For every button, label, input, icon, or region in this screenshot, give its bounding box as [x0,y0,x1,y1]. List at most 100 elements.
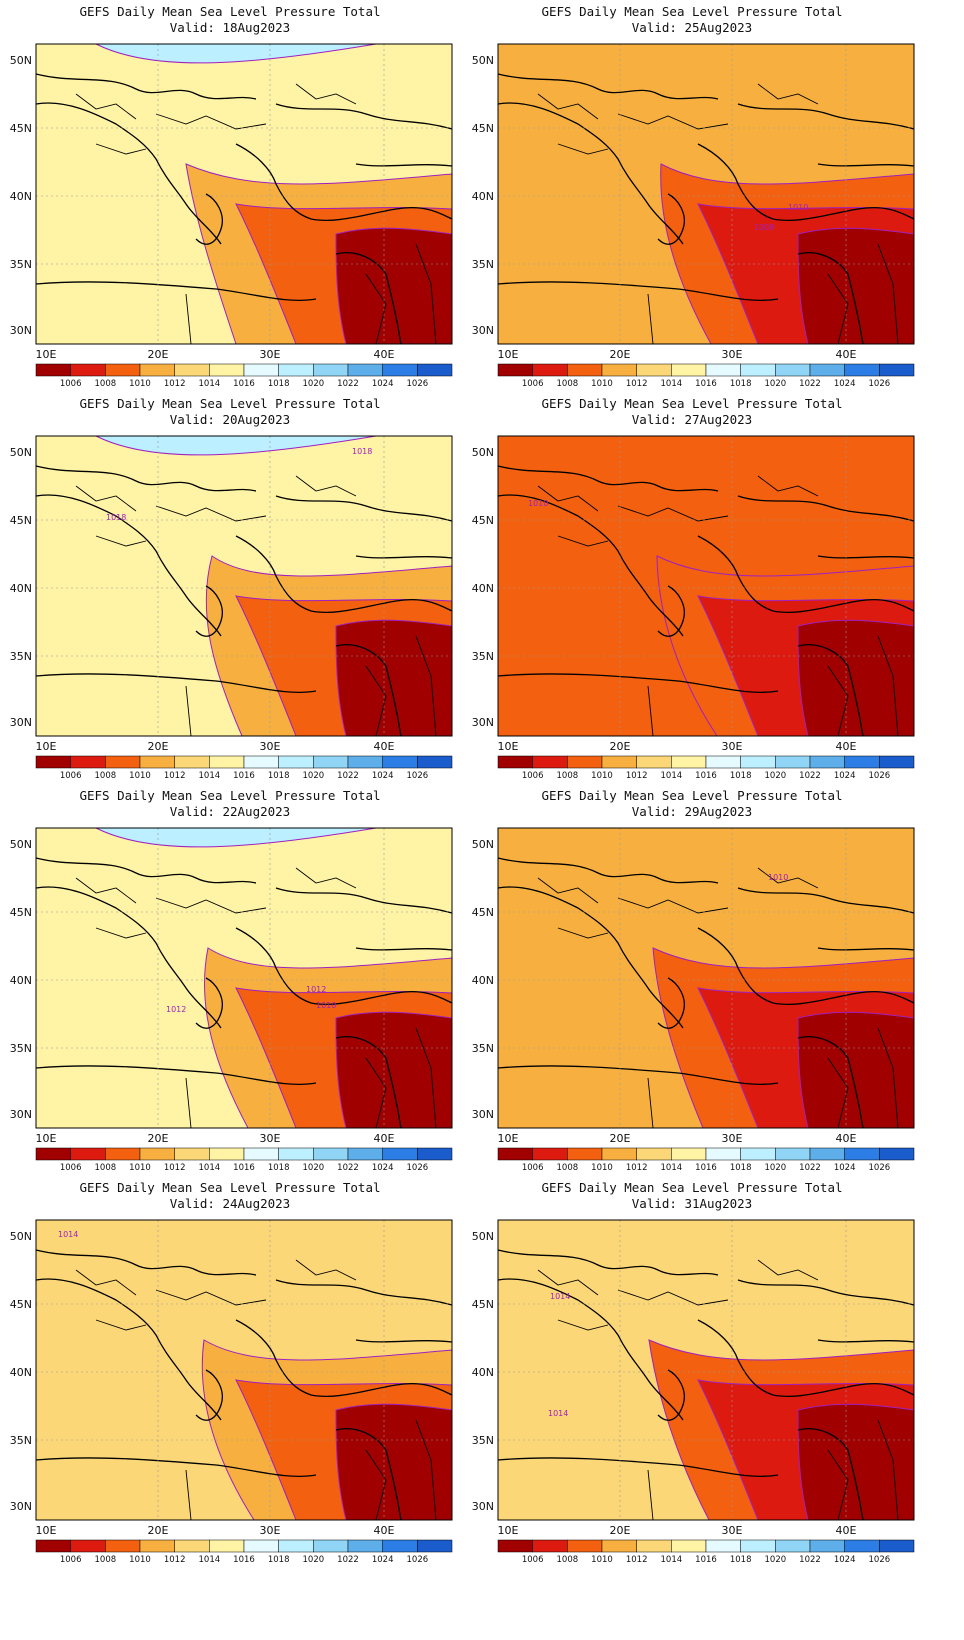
colorbar-swatch [879,363,915,377]
coastline [335,644,402,737]
country-border [155,113,267,130]
coastline [195,977,223,1029]
colorbar-label: 1010 [591,1163,613,1173]
colorbar-swatch [532,755,568,769]
latitude-label: 45N [10,906,32,919]
colorbar-label: 1012 [164,1555,186,1565]
longitude-label: 30E [260,1132,281,1145]
map-panel: 1014 1014 50N 45N 40N 35N 30N 10E 20E 30E 40E 1006 1… [462,1176,922,1576]
coastline [355,947,453,951]
colorbar-swatch [313,755,349,769]
country-border [415,1419,437,1521]
colorbar-label: 1008 [95,379,117,389]
coastline [737,495,915,522]
country-border [537,93,599,120]
country-border [827,273,849,345]
coastline [335,1428,402,1521]
country-border [95,535,147,547]
panel-title-text: GEFS Daily Mean Sea Level Pressure Total [541,396,843,411]
coastline [35,1278,222,1421]
colorbar-label: 1026 [407,771,429,781]
colorbar-swatch [844,363,880,377]
pressure-map: 1018 1018 50N 45N 40N 35N 30N 10E 20E 30E 40E 1006 1… [10,435,453,781]
coastline [235,927,453,1006]
colorbar-label: 1012 [626,379,648,389]
coastline [335,1036,402,1129]
panel-title: GEFS Daily Mean Sea Level Pressure Total… [462,1180,922,1212]
panel-title: GEFS Daily Mean Sea Level Pressure Total… [462,788,922,820]
country-border [647,293,654,345]
latitude-label: 50N [10,54,32,67]
colorbar-label: 1014 [661,1163,683,1173]
latitude-label: 30N [472,1108,494,1121]
contour-label: 1014 [58,1230,78,1239]
colorbar-swatch [417,1147,453,1161]
colorbar-swatch [382,1147,418,1161]
coastline [335,252,402,345]
coastline [697,927,915,1006]
colorbar-swatch [740,1539,776,1553]
longitude-label: 20E [610,1524,631,1537]
country-border [557,535,609,547]
colorbar-swatch [567,1147,603,1161]
country-border [537,1269,599,1296]
coastline [275,103,453,130]
country-border [155,1289,267,1306]
colorbar-label: 1006 [522,771,544,781]
colorbar-label: 1010 [591,1555,613,1565]
panel-title-text: GEFS Daily Mean Sea Level Pressure Total [79,1180,381,1195]
colorbar-label: 1018 [268,771,290,781]
high-pressure-band [95,827,377,848]
colorbar-swatch [209,363,245,377]
colorbar-label: 1008 [95,1555,117,1565]
colorbar-label: 1022 [799,1555,821,1565]
colorbar-swatch [382,363,418,377]
latitude-label: 35N [10,1434,32,1447]
colorbar-label: 1020 [765,771,787,781]
coastline [497,1457,779,1478]
colorbar-swatch [809,1539,845,1553]
colorbar-swatch [139,1539,175,1553]
contour-label: 1012 [166,1005,186,1014]
colorbar-label: 1024 [372,1163,394,1173]
panel-title: GEFS Daily Mean Sea Level Pressure Total… [0,396,460,428]
country-border [75,93,137,120]
contour-label: 1010 [768,873,788,882]
colorbar-swatch [347,363,383,377]
colorbar-label: 1018 [730,379,752,389]
colorbar-swatch [35,363,71,377]
coastline [497,102,684,245]
latitude-label: 30N [10,1500,32,1513]
colorbar-label: 1016 [233,1555,255,1565]
pressure-map: 50N 45N 40N 35N 30N 10E 20E 30E 40E 1006 1008 1010 1… [10,43,453,389]
colorbar-label: 1016 [233,771,255,781]
map-frame [497,435,915,737]
longitude-label: 10E [498,348,519,361]
colorbar-label: 1024 [834,1555,856,1565]
latitude-label: 40N [472,1366,494,1379]
coastline [275,887,453,914]
colorbar-label: 1018 [730,771,752,781]
panel-valid-date: Valid: 22Aug2023 [169,804,291,819]
country-border [877,1419,899,1521]
country-border [95,927,147,939]
colorbar-label: 1020 [303,1555,325,1565]
colorbar-label: 1008 [557,771,579,781]
coastline [497,494,684,637]
colorbar-swatch [567,1539,603,1553]
coastline [697,143,915,222]
coastline [195,193,223,245]
colorbar-swatch [278,1539,314,1553]
latitude-label: 40N [472,974,494,987]
colorbar-swatch [601,363,637,377]
colorbar-label: 1014 [199,1555,221,1565]
longitude-label: 30E [722,1132,743,1145]
colorbar-swatch [382,1539,418,1553]
colorbar-label: 1016 [233,379,255,389]
colorbar-swatch [601,755,637,769]
country-border [75,877,137,904]
colorbar-label: 1014 [661,379,683,389]
colorbar-label: 1022 [337,771,359,781]
longitude-label: 40E [374,740,395,753]
coastline [497,857,719,884]
